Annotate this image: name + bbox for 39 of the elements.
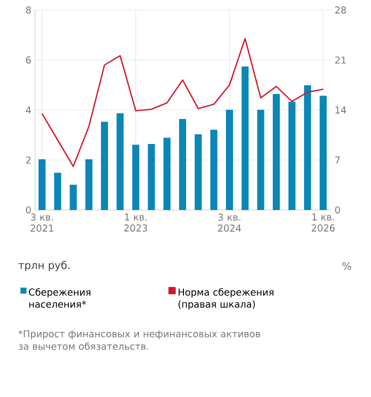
bar bbox=[210, 130, 218, 210]
bar bbox=[132, 144, 140, 210]
y-tick-label: 6 bbox=[26, 56, 31, 64]
x-tick-label: 3 кв. 2024 bbox=[218, 214, 242, 232]
y-tick-label: 8 bbox=[26, 6, 31, 14]
bar bbox=[304, 85, 312, 210]
y2-tick-label: 21 bbox=[335, 56, 346, 64]
bar bbox=[288, 102, 296, 210]
bar bbox=[70, 184, 77, 210]
bar bbox=[194, 134, 202, 210]
bar bbox=[179, 119, 186, 210]
y-tick-label: 4 bbox=[26, 106, 31, 114]
y2-tick-label: 7 bbox=[335, 156, 340, 164]
bar bbox=[257, 110, 264, 210]
bar bbox=[54, 172, 62, 210]
y-axis-title: трлн руб. bbox=[18, 260, 70, 272]
y2-tick-label: 0 bbox=[335, 206, 340, 214]
legend-label: Сбережения населения* bbox=[28, 288, 90, 308]
bar bbox=[116, 113, 124, 210]
y-tick-label: 2 bbox=[26, 156, 31, 164]
y-tick-label: 0 bbox=[26, 206, 31, 214]
bar bbox=[226, 110, 233, 210]
legend-label: Норма сбережения (правая шкала) bbox=[178, 288, 274, 310]
bar bbox=[38, 159, 46, 210]
bar bbox=[85, 159, 92, 210]
y2-axis-title: % bbox=[342, 262, 352, 270]
line-series bbox=[41, 38, 324, 168]
bar bbox=[163, 138, 170, 210]
x-tick-label: 3 кв. 2021 bbox=[30, 214, 54, 232]
bar bbox=[272, 94, 280, 210]
bar bbox=[100, 122, 108, 210]
text: *Прирост финансовых и нефинансовых активов за вычетом обязательств. bbox=[18, 330, 260, 350]
bar bbox=[242, 66, 249, 210]
x-tick-label: 1 кв. 2026 bbox=[312, 214, 335, 232]
bar bbox=[320, 96, 327, 210]
y2-tick-label: 14 bbox=[336, 106, 346, 114]
bar bbox=[148, 144, 155, 210]
x-tick-label: 1 кв. 2023 bbox=[124, 214, 148, 232]
y2-tick-label: 28 bbox=[335, 6, 346, 14]
